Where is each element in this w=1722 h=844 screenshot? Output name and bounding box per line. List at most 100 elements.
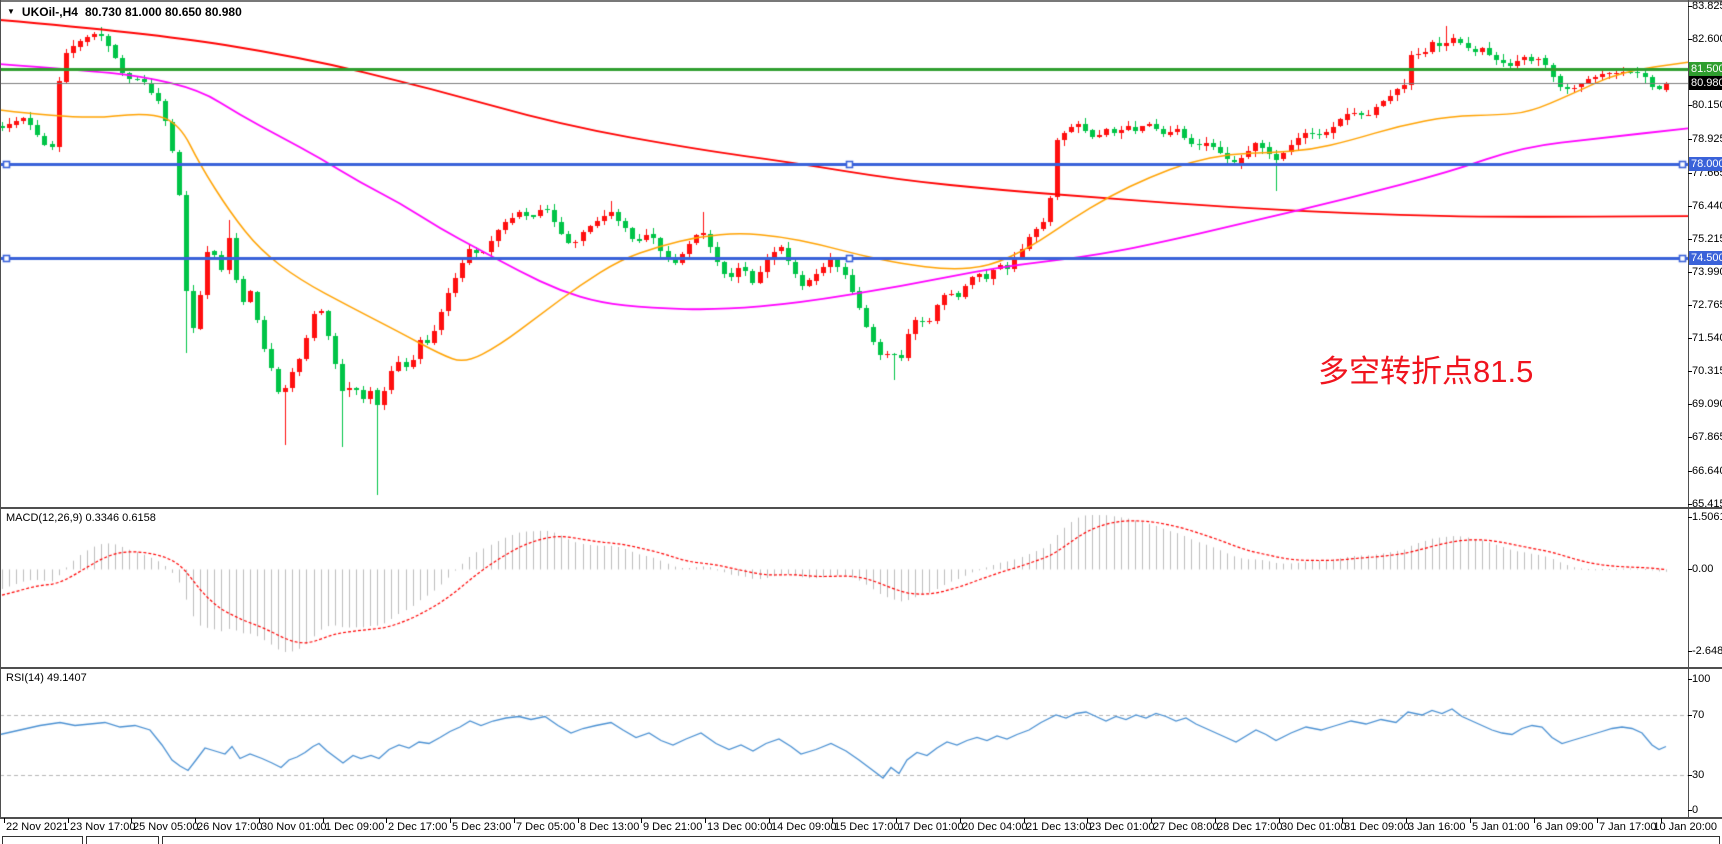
time-tick-label: 1 Dec 09:00 <box>325 821 385 833</box>
time-tick-label: 21 Dec 13:00 <box>1026 821 1092 833</box>
time-tick-mark <box>4 818 5 823</box>
rsi-axis-label: 70 <box>1692 709 1705 721</box>
time-tick-mark <box>1534 818 1535 823</box>
main-price-chart[interactable] <box>0 0 1688 507</box>
rsi-indicator-panel[interactable] <box>0 669 1688 816</box>
price-tick-label: 76.440 <box>1692 199 1722 212</box>
time-tick-label: 5 Jan 01:00 <box>1472 821 1530 833</box>
price-tick-mark <box>1688 437 1692 438</box>
time-tick-label: 17 Dec 01:00 <box>898 821 964 833</box>
macd-axis-min: -2.6487 <box>1692 645 1722 657</box>
chevron-down-icon[interactable]: ▼ <box>7 6 15 16</box>
price-tick-mark <box>1688 404 1692 405</box>
time-tick-label: 15 Dec 17:00 <box>834 821 900 833</box>
price-badge: 81.500 <box>1689 62 1722 76</box>
time-tick-mark <box>960 818 961 823</box>
time-tick-label: 7 Jan 17:00 <box>1599 821 1657 833</box>
price-tick-mark <box>1688 471 1692 472</box>
bottom-tab-2[interactable] <box>86 836 159 844</box>
time-tick-mark <box>1024 818 1025 823</box>
price-tick-mark <box>1688 371 1692 372</box>
rsi-axis-label: 0 <box>1692 804 1699 816</box>
time-tick-mark <box>450 818 451 823</box>
time-tick-label: 26 Nov 17:00 <box>197 821 263 833</box>
time-tick-mark <box>1215 818 1216 823</box>
price-tick-mark <box>1688 39 1692 40</box>
time-tick-mark <box>1151 818 1152 823</box>
time-tick-label: 23 Nov 17:00 <box>70 821 136 833</box>
time-tick-mark <box>1406 818 1407 823</box>
time-tick-label: 2 Dec 17:00 <box>388 821 448 833</box>
time-tick-label: 8 Dec 13:00 <box>580 821 640 833</box>
time-tick-label: 28 Dec 17:00 <box>1217 821 1283 833</box>
time-tick-label: 22 Nov 2021 <box>6 821 69 833</box>
macd-label: MACD(12,26,9) 0.3346 0.6158 <box>6 512 156 524</box>
time-axis-divider <box>0 817 1722 819</box>
window-top-border <box>0 0 1722 2</box>
price-tick-mark <box>1688 105 1692 106</box>
symbol-header: ▼ UKOil-,H4 80.730 81.000 80.650 80.980 <box>7 5 242 19</box>
rsi-axis-label: 100 <box>1692 673 1711 685</box>
macd-tick-mark <box>1688 569 1692 570</box>
time-tick-label: 9 Dec 21:00 <box>643 821 703 833</box>
price-tick-label: 82.600 <box>1692 33 1722 46</box>
price-tick-mark <box>1688 6 1692 7</box>
time-tick-mark <box>131 818 132 823</box>
time-tick-mark <box>323 818 324 823</box>
time-tick-label: 20 Dec 04:00 <box>962 821 1028 833</box>
time-tick-label: 25 Nov 05:00 <box>133 821 199 833</box>
macd-indicator-panel[interactable] <box>0 509 1688 666</box>
price-tick-mark <box>1688 338 1692 339</box>
price-tick-label: 80.150 <box>1692 99 1722 112</box>
price-tick-label: 78.925 <box>1692 132 1722 145</box>
time-tick-label: 7 Dec 05:00 <box>516 821 576 833</box>
time-tick-mark <box>68 818 69 823</box>
macd-tick-mark <box>1688 517 1692 518</box>
time-tick-mark <box>641 818 642 823</box>
ohlc-values: 80.730 81.000 80.650 80.980 <box>84 5 242 19</box>
macd-axis-zero: 0.00 <box>1692 563 1714 576</box>
price-tick-mark <box>1688 173 1692 174</box>
price-tick-label: 70.315 <box>1692 365 1722 378</box>
time-tick-mark <box>896 818 897 823</box>
time-tick-mark <box>1279 818 1280 823</box>
rsi-tick-mark <box>1688 715 1692 716</box>
price-tick-mark <box>1688 206 1692 207</box>
bottom-tab-1[interactable] <box>2 836 83 844</box>
bottom-tab-3[interactable] <box>162 836 1720 844</box>
time-tick-mark <box>195 818 196 823</box>
time-tick-mark <box>514 818 515 823</box>
time-tick-mark <box>578 818 579 823</box>
time-tick-label: 30 Nov 01:00 <box>261 821 327 833</box>
time-tick-mark <box>705 818 706 823</box>
time-tick-mark <box>832 818 833 823</box>
time-tick-label: 27 Dec 08:00 <box>1153 821 1219 833</box>
chart-left-border <box>0 0 1 817</box>
time-tick-mark <box>1087 818 1088 823</box>
time-tick-mark <box>386 818 387 823</box>
time-tick-mark <box>1342 818 1343 823</box>
price-tick-label: 72.765 <box>1692 298 1722 311</box>
price-badge: 74.500 <box>1689 251 1722 265</box>
price-badge: 78.000 <box>1689 157 1722 171</box>
macd-rsi-divider[interactable] <box>0 667 1722 669</box>
time-tick-mark <box>259 818 260 823</box>
time-tick-label: 13 Dec 00:00 <box>707 821 773 833</box>
time-tick-label: 3 Jan 16:00 <box>1408 821 1466 833</box>
price-tick-mark <box>1688 239 1692 240</box>
price-tick-label: 65.415 <box>1692 497 1722 510</box>
rsi-label: RSI(14) 49.1407 <box>6 672 87 684</box>
time-tick-mark <box>769 818 770 823</box>
price-tick-mark <box>1688 504 1692 505</box>
time-tick-label: 6 Jan 09:00 <box>1536 821 1594 833</box>
price-tick-mark <box>1688 305 1692 306</box>
main-macd-divider[interactable] <box>0 507 1722 509</box>
rsi-tick-mark <box>1688 810 1692 811</box>
time-tick-label: 5 Dec 23:00 <box>452 821 512 833</box>
time-tick-mark <box>1470 818 1471 823</box>
time-tick-label: 30 Dec 01:00 <box>1281 821 1347 833</box>
price-badge: 80.980 <box>1689 76 1722 90</box>
time-tick-label: 14 Dec 09:00 <box>771 821 837 833</box>
rsi-axis-label: 30 <box>1692 769 1705 781</box>
